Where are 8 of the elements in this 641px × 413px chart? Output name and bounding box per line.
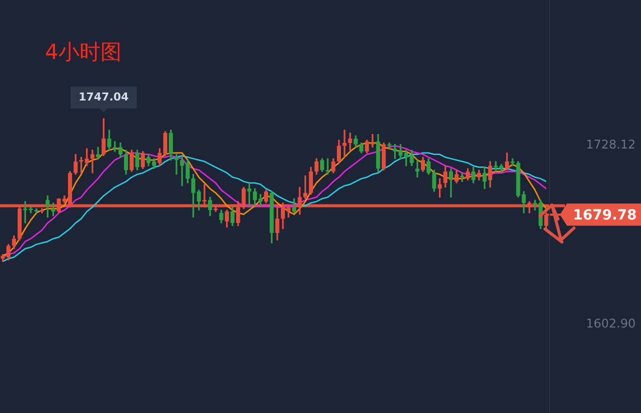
candlestick	[90, 150, 94, 174]
y-tick-label: 1602.90	[586, 316, 636, 331]
candlestick	[342, 130, 347, 158]
y-tick-label: 1728.12	[586, 138, 636, 152]
ref-line-label: 1679.78	[573, 207, 637, 224]
text: 4小时图	[45, 40, 122, 64]
annotation: 1747.04	[78, 90, 130, 104]
candlestick	[174, 154, 178, 175]
